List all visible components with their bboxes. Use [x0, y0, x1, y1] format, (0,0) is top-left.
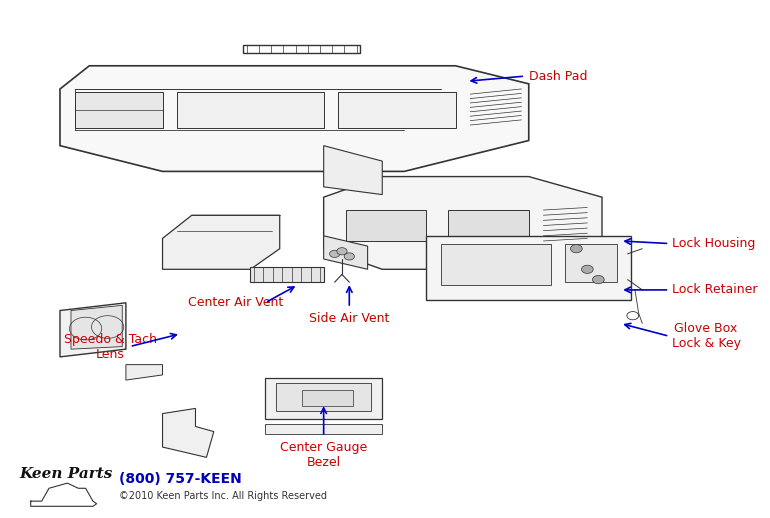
Circle shape — [330, 250, 340, 257]
Polygon shape — [276, 383, 371, 411]
Polygon shape — [323, 236, 367, 269]
Polygon shape — [441, 243, 551, 285]
Polygon shape — [60, 303, 126, 357]
Text: Side Air Vent: Side Air Vent — [309, 312, 390, 325]
Polygon shape — [346, 210, 427, 241]
Polygon shape — [448, 210, 529, 241]
Polygon shape — [265, 378, 382, 419]
Bar — [302, 391, 353, 406]
Text: Keen Parts: Keen Parts — [20, 467, 113, 481]
Text: (800) 757-KEEN: (800) 757-KEEN — [119, 472, 241, 486]
Polygon shape — [177, 92, 323, 127]
Circle shape — [592, 276, 604, 284]
Polygon shape — [75, 92, 162, 127]
Circle shape — [344, 253, 354, 260]
Circle shape — [336, 248, 347, 255]
Text: Center Gauge
Bezel: Center Gauge Bezel — [280, 441, 367, 469]
Text: Dash Pad: Dash Pad — [529, 69, 588, 82]
Polygon shape — [338, 92, 456, 127]
Circle shape — [571, 244, 582, 253]
Text: ©2010 Keen Parts Inc. All Rights Reserved: ©2010 Keen Parts Inc. All Rights Reserve… — [119, 491, 326, 500]
Polygon shape — [427, 236, 631, 300]
Polygon shape — [565, 243, 617, 282]
Polygon shape — [323, 177, 602, 269]
Text: Glove Box
Lock & Key: Glove Box Lock & Key — [671, 322, 741, 350]
Polygon shape — [162, 215, 280, 269]
Polygon shape — [60, 66, 529, 171]
Text: Speedo & Tach
Lens: Speedo & Tach Lens — [64, 333, 156, 361]
Text: Center Air Vent: Center Air Vent — [188, 296, 283, 309]
Polygon shape — [126, 365, 162, 380]
Text: Lock Retainer: Lock Retainer — [671, 283, 757, 296]
Text: Lock Housing: Lock Housing — [671, 237, 755, 250]
Polygon shape — [71, 306, 122, 349]
Polygon shape — [265, 424, 382, 434]
Polygon shape — [162, 408, 214, 457]
Polygon shape — [250, 267, 323, 282]
Polygon shape — [323, 146, 382, 195]
Circle shape — [581, 265, 593, 274]
